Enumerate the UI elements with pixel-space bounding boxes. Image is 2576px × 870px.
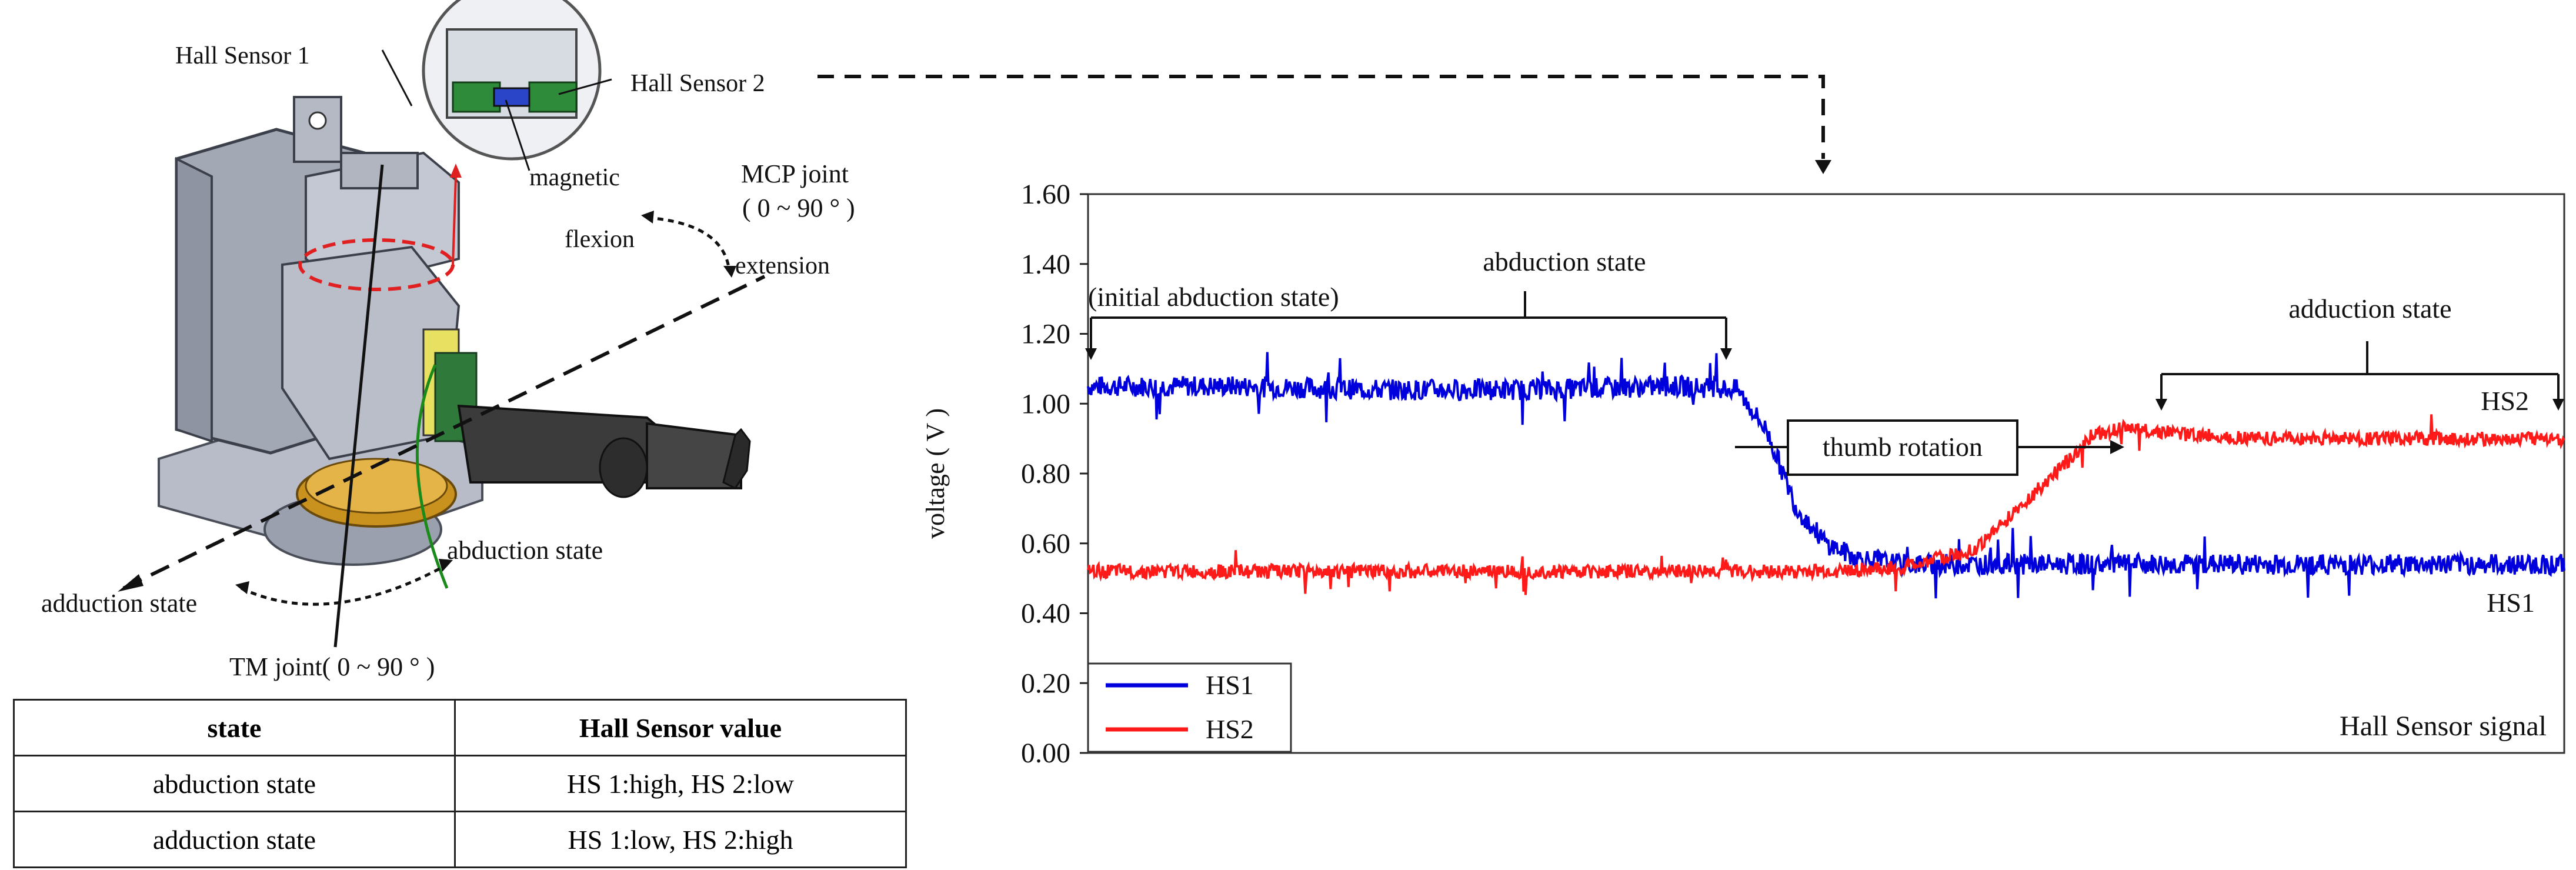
y-tick-label: 1.00 xyxy=(1021,388,1070,419)
label-flexion: flexion xyxy=(565,226,635,253)
label-mcp-joint: MCP joint xyxy=(741,159,849,188)
annotation-adduction: adduction state xyxy=(2288,294,2451,324)
connector-arrow xyxy=(817,75,1825,159)
label-tm-joint: TM joint( 0 ~ 90 ° ) xyxy=(229,652,435,681)
thumb-mechanism-illustration xyxy=(118,0,766,648)
label-extension: extension xyxy=(735,252,830,279)
y-tick-label: 0.00 xyxy=(1021,738,1070,769)
series-layer xyxy=(1087,352,2565,599)
legend-box xyxy=(1087,662,1292,753)
y-tick-label: 1.60 xyxy=(1021,179,1070,210)
hall-sensor-chart: 0.00 0.20 0.40 0.60 0.80 1.00 1.20 1.40 1.60 vol… xyxy=(921,179,2565,769)
label-abduction-state: abduction state xyxy=(447,536,603,565)
annotation-abduction: abduction state xyxy=(1483,246,1646,276)
adduction-bracket-right-head xyxy=(2552,399,2564,411)
label-hall-sensor-2: Hall Sensor 2 xyxy=(630,70,765,97)
table-cell-state: abduction state xyxy=(13,755,456,812)
state-table: state Hall Sensor value abduction state … xyxy=(13,699,907,868)
series-line-hs2 xyxy=(1087,414,2565,595)
hs1-pointer xyxy=(381,49,413,106)
table-cell-value: HS 1:high, HS 2:low xyxy=(454,755,907,812)
magnetic-pointer xyxy=(505,99,530,171)
annotation-initial: (initial abduction state) xyxy=(1088,282,1339,312)
label-mcp-range: ( 0 ~ 90 ° ) xyxy=(742,194,855,222)
y-axis-label: voltage ( V ) xyxy=(921,408,950,539)
table-header-state: state xyxy=(13,699,456,756)
label-magnetic: magnetic xyxy=(529,164,620,191)
y-tick-label: 0.80 xyxy=(1021,458,1070,489)
table-header-row: state Hall Sensor value xyxy=(13,699,907,756)
y-tick-label: 0.20 xyxy=(1021,668,1070,699)
abduction-bracket-left-head xyxy=(1085,348,1097,360)
connector-arrow-head xyxy=(1815,160,1831,174)
adduction-bracket-left-head xyxy=(2155,399,2167,411)
hs2-pointer xyxy=(558,78,612,95)
series-label-hs2: HS2 xyxy=(2481,386,2529,416)
y-tick-label: 0.60 xyxy=(1021,528,1070,559)
table-header-hall-sensor-value: Hall Sensor value xyxy=(454,699,907,756)
y-tick-label: 1.20 xyxy=(1021,319,1070,350)
legend-label-hs1: HS1 xyxy=(1206,670,1254,700)
legend-label-hs2: HS2 xyxy=(1206,714,1254,744)
table-cell-state: adduction state xyxy=(13,811,456,868)
abduction-bracket-right-head xyxy=(1720,348,1732,360)
y-tick-label: 0.40 xyxy=(1021,598,1070,629)
thumb-rotation-box xyxy=(1787,419,2018,476)
thumb-rotation-arrow-head xyxy=(2110,440,2124,454)
table-cell-value: HS 1:low, HS 2:high xyxy=(454,811,907,868)
y-axis-ticks: 0.00 0.20 0.40 0.60 0.80 1.00 1.20 1.40 1.60 xyxy=(1021,179,1088,769)
label-adduction-state: adduction state xyxy=(41,589,197,618)
table-row: adduction state HS 1:low, HS 2:high xyxy=(13,811,907,868)
y-tick-label: 1.40 xyxy=(1021,249,1070,280)
series-label-hs1: HS1 xyxy=(2487,588,2535,618)
chart-title: Hall Sensor signal xyxy=(2340,711,2547,742)
annotation-thumb-rotation: thumb rotation xyxy=(1823,432,1983,462)
series-line-hs1 xyxy=(1087,352,2565,599)
table-row: abduction state HS 1:high, HS 2:low xyxy=(13,755,907,812)
label-hall-sensor-1: Hall Sensor 1 xyxy=(175,42,310,69)
